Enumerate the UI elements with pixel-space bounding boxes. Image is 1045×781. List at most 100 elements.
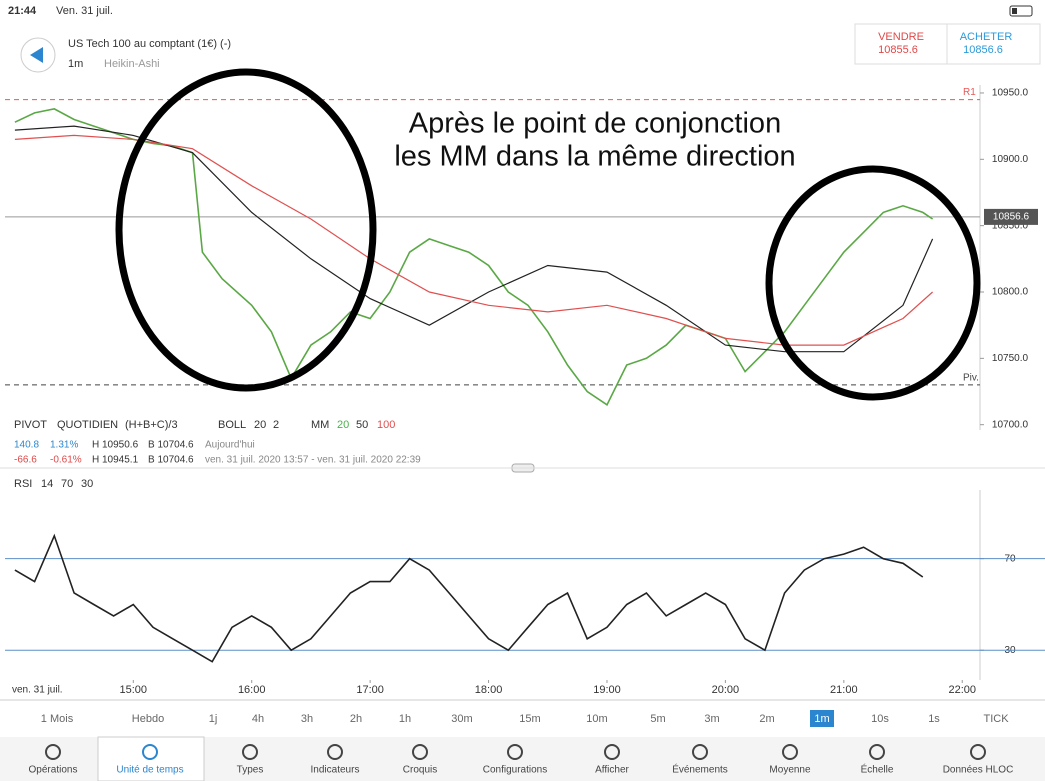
tab-icon — [412, 744, 428, 760]
sell-label[interactable]: VENDRE — [878, 31, 924, 43]
tab-button[interactable]: Opérations — [29, 765, 78, 776]
timeframe-button[interactable]: 2m — [759, 713, 774, 725]
chart-style: Heikin-Ashi — [104, 58, 160, 70]
legend-item: 2 — [273, 419, 279, 431]
annotation: les MM dans la même direction — [394, 141, 795, 173]
timeframe-button[interactable]: 5m — [650, 713, 665, 725]
info-text: -66.6 — [14, 455, 37, 466]
legend-item: MM — [311, 419, 329, 431]
x-tick-label: 17:00 — [356, 684, 384, 696]
legend-item: 20 — [254, 419, 266, 431]
info-text: 1.31% — [50, 440, 78, 451]
back-arrow — [30, 47, 43, 63]
tab-button[interactable]: Unité de temps — [116, 765, 183, 776]
legend-item: BOLL — [218, 419, 246, 431]
timeframe-button[interactable]: 3m — [704, 713, 719, 725]
y-tick-label: 10900.0 — [992, 154, 1029, 165]
y-tick-label: 10700.0 — [992, 419, 1029, 430]
buy-price[interactable]: 10856.6 — [963, 44, 1003, 56]
info-text: Aujourd'hui — [205, 440, 255, 451]
highlight-oval — [765, 165, 981, 401]
legend-item: (H+B+C)/3 — [125, 419, 178, 431]
tab-button[interactable]: Événements — [672, 763, 728, 776]
tab-button[interactable]: Moyenne — [769, 765, 811, 776]
tab-icon — [782, 744, 798, 760]
sell-price[interactable]: 10855.6 — [878, 44, 918, 56]
battery-icon — [1009, 5, 1033, 17]
tab-button[interactable]: Types — [237, 765, 264, 776]
tab-icon — [242, 744, 258, 760]
instrument-title: US Tech 100 au comptant (1€) (-) — [68, 38, 231, 50]
timeframe-button[interactable]: 2h — [350, 713, 362, 725]
x-tick-label: 22:00 — [948, 684, 976, 696]
legend-item: 20 — [337, 419, 349, 431]
legend-item: 50 — [356, 419, 368, 431]
tab-button[interactable]: Afficher — [595, 765, 629, 776]
series-line — [14, 134, 934, 346]
y-tick-label: 10850.0 — [992, 220, 1029, 231]
y-tick-label: 10750.0 — [992, 353, 1029, 364]
timeframe-button[interactable]: Hebdo — [132, 713, 164, 725]
x-tick-label: 19:00 — [593, 684, 621, 696]
x-tick-label: 16:00 — [238, 684, 266, 696]
rsi-legend: 30 — [81, 478, 93, 490]
legend: PIVOT QUOTIDIEN (H+B+C)/3 BOLL 20 2 MM 2… — [14, 419, 395, 431]
status-time: 21:44 — [8, 5, 37, 17]
timeframe-button[interactable]: 1j — [209, 713, 218, 725]
info-text: 140.8 — [14, 440, 39, 451]
tab-icon — [869, 744, 885, 760]
legend-item: 100 — [377, 419, 395, 431]
x-tick-label: 21:00 — [830, 684, 858, 696]
tab-button[interactable]: Échelle — [861, 763, 894, 776]
tab-button[interactable]: Configurations — [483, 765, 547, 776]
timeframe-button[interactable]: 10s — [871, 713, 889, 725]
timeframe-button[interactable]: 1s — [928, 713, 940, 725]
info-text: B 10704.6 — [148, 455, 194, 466]
timeframe-button[interactable]: 10m — [586, 713, 607, 725]
timeframe-button[interactable]: 3h — [301, 713, 313, 725]
interval: 1m — [68, 58, 83, 70]
tab-button[interactable]: Données HLOC — [943, 765, 1014, 776]
x-tick-label: 18:00 — [475, 684, 503, 696]
timeframe-button[interactable]: 1m — [814, 713, 829, 725]
tab-icon — [45, 744, 61, 760]
price-panel: 10700.0 10750.0 10800.0 10850.0 10900.0 10950… — [5, 85, 1038, 430]
tab-icon — [327, 744, 343, 760]
timeframe-button[interactable]: 15m — [519, 713, 540, 725]
timeframe-button[interactable]: TICK — [983, 713, 1009, 725]
tab-icon — [507, 744, 523, 760]
active-timeframe-bg — [810, 710, 834, 727]
info-text: B 10704.6 — [148, 440, 194, 451]
tab-button[interactable]: Indicateurs — [311, 765, 360, 776]
timeframe-button[interactable]: 1 Mois — [41, 713, 74, 725]
highlight-oval — [115, 68, 377, 392]
status-date: Ven. 31 juil. — [56, 5, 113, 17]
annotation: Après le point de conjonction — [409, 108, 781, 140]
timeframe-button[interactable]: 1h — [399, 713, 411, 725]
timeframe-button[interactable]: 30m — [451, 713, 472, 725]
info-text: ven. 31 juil. 2020 13:57 - ven. 31 juil.… — [205, 455, 421, 466]
tab-icon — [692, 744, 708, 760]
y-tick-label: 10800.0 — [992, 287, 1029, 298]
rsi-legend: 14 — [41, 478, 53, 490]
x-tick-label: 15:00 — [120, 684, 148, 696]
legend-item: QUOTIDIEN — [57, 419, 118, 431]
rsi-legend: RSI — [14, 478, 32, 490]
tab-icon — [604, 744, 620, 760]
date-label: ven. 31 juil. — [12, 685, 63, 696]
tab-button[interactable]: Croquis — [403, 765, 437, 776]
info-text: H 10945.1 — [92, 455, 139, 466]
x-tick-label: 20:00 — [712, 684, 740, 696]
buy-label[interactable]: ACHETER — [960, 31, 1013, 43]
series-line — [14, 125, 934, 353]
last-price-box — [984, 208, 1038, 225]
last-price-label: 10856.6 — [993, 212, 1030, 223]
timeframe-button[interactable]: 4h — [252, 713, 264, 725]
tab-icon — [142, 744, 158, 760]
rsi-legend: 70 — [61, 478, 73, 490]
level-label: R1 — [963, 87, 976, 98]
